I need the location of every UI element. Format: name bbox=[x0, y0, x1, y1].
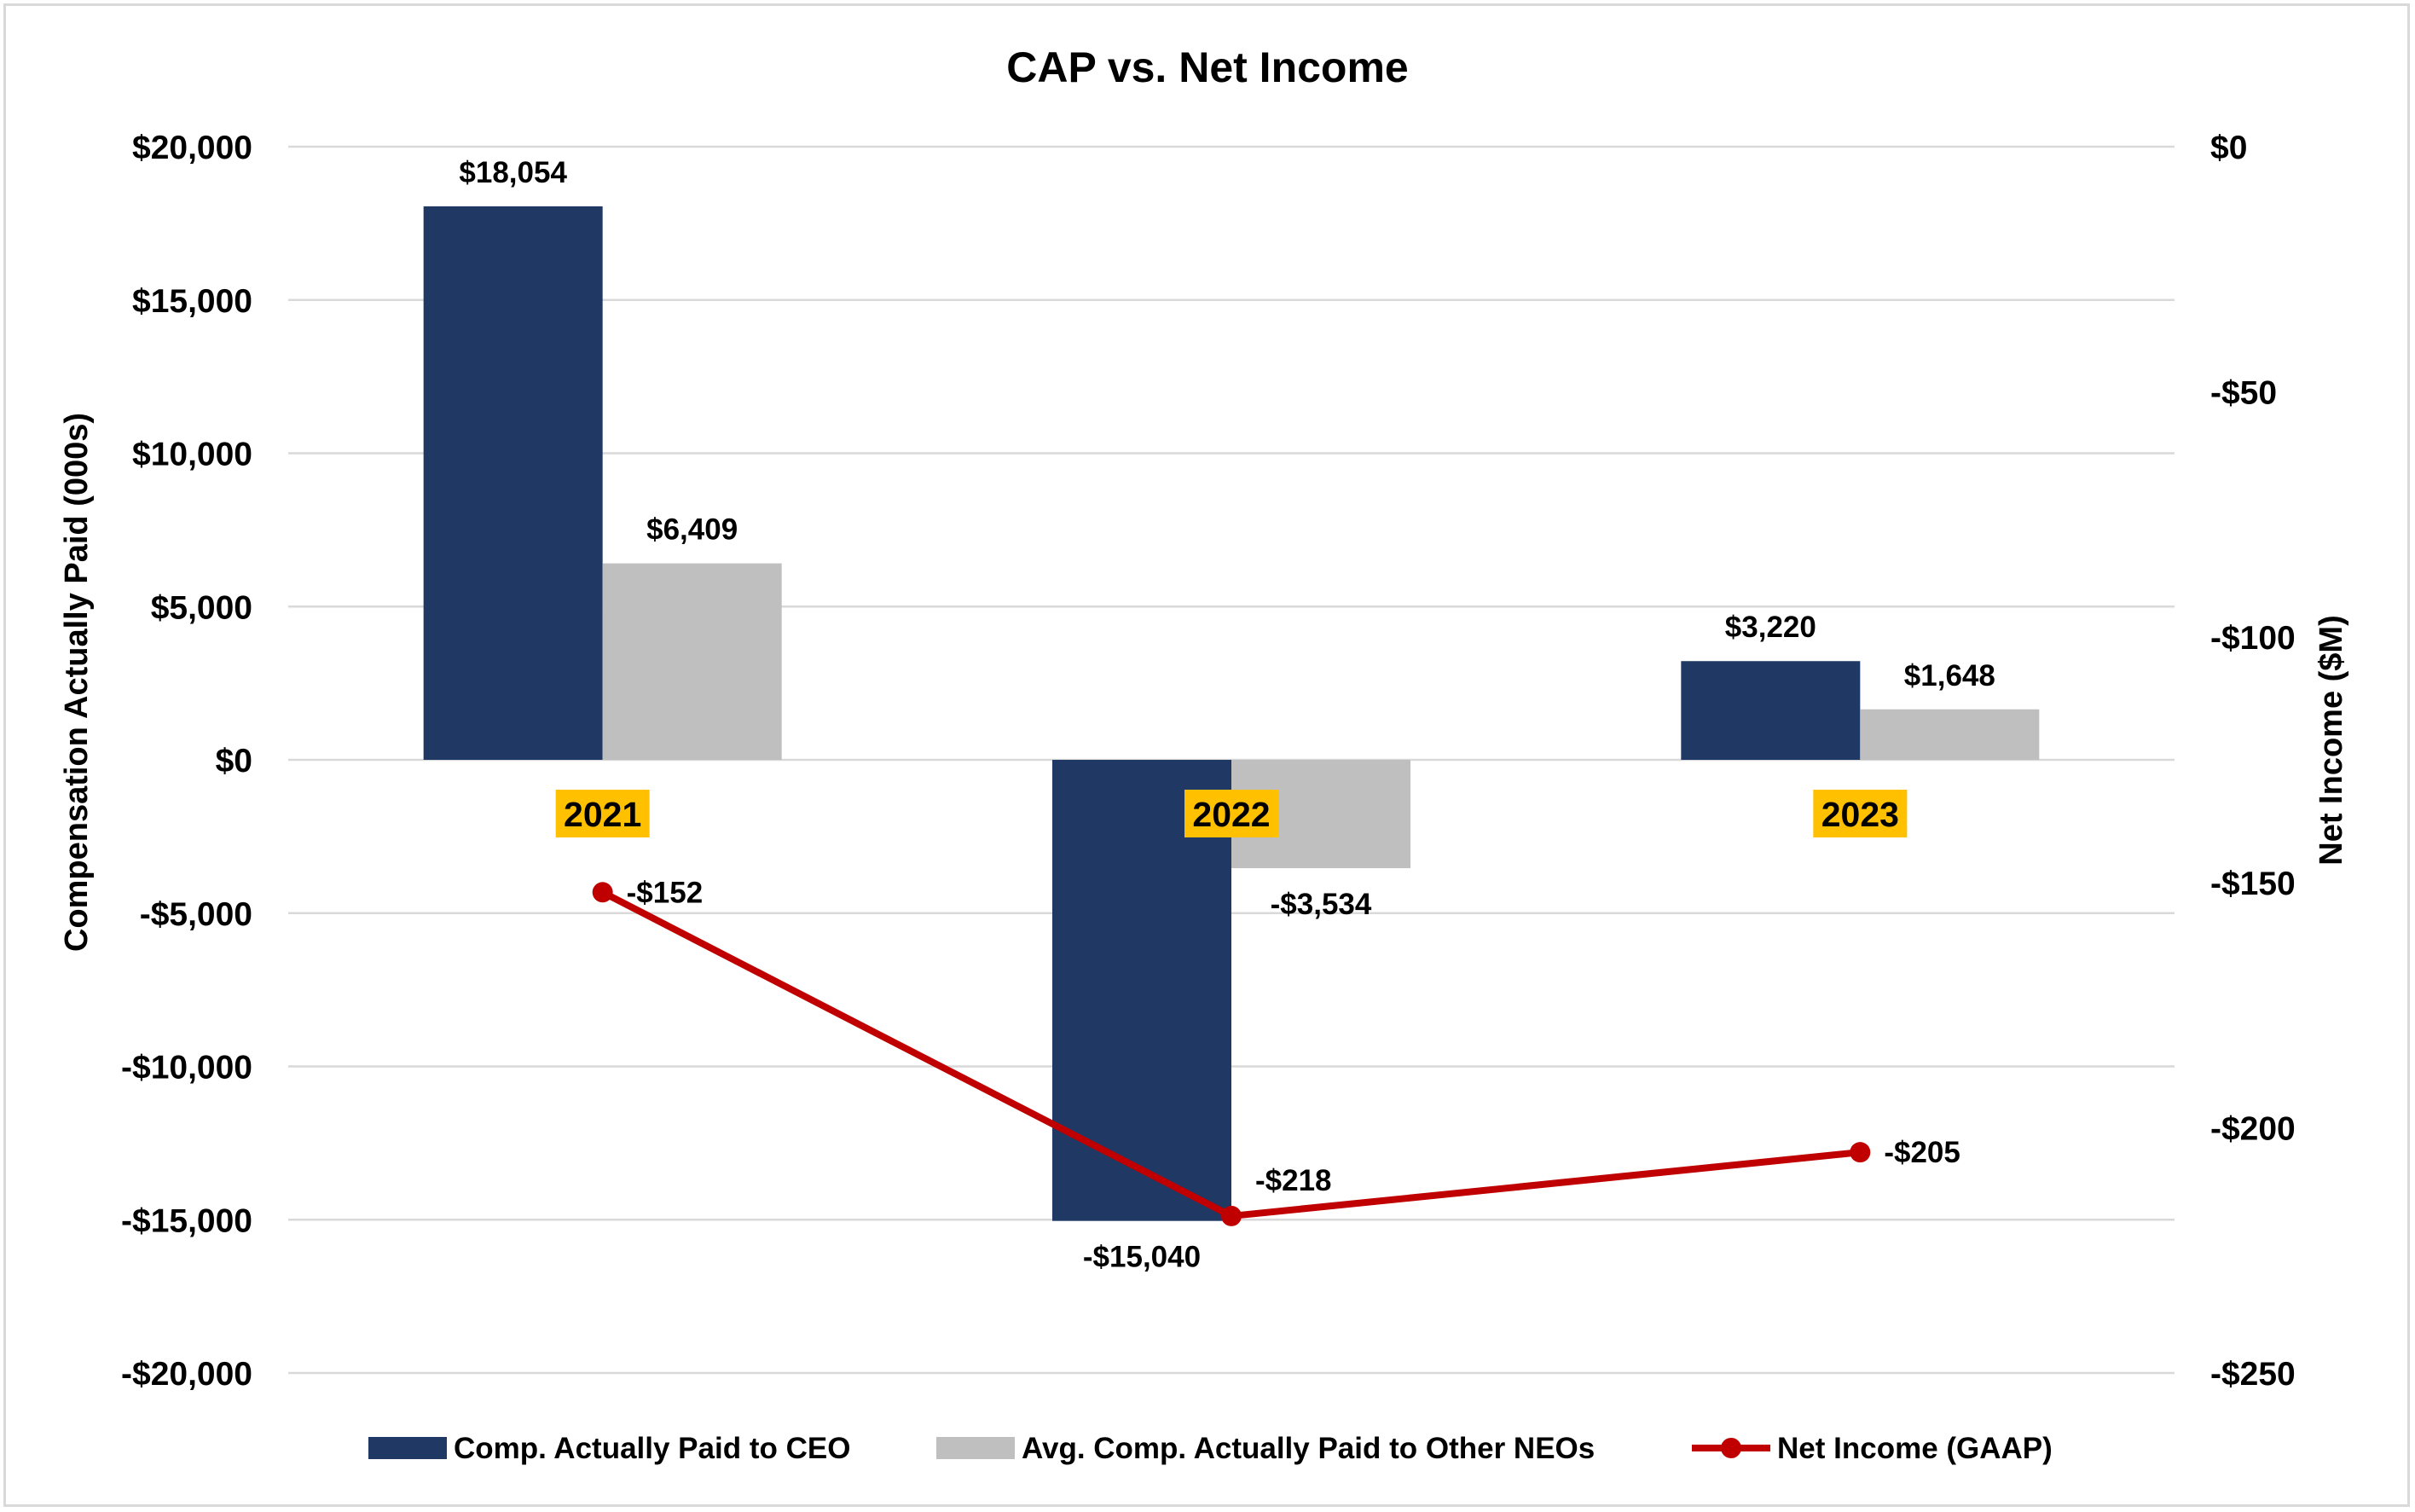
right-tick-label: -$150 bbox=[2210, 866, 2296, 902]
data-label-net-income-2021: -$152 bbox=[627, 876, 704, 909]
data-label-net-income-2023: -$205 bbox=[1884, 1136, 1960, 1169]
category-highlight-2021 bbox=[555, 790, 650, 837]
left-axis-title: Compensation Actually Paid (000s) bbox=[59, 413, 95, 952]
legend-label-2: Net Income (GAAP) bbox=[1777, 1432, 2053, 1465]
left-axis-ticks: $20,000 $15,000 $10,000 $5,000 $0 -$5,000 -$10… bbox=[121, 130, 252, 1393]
legend-swatch-0 bbox=[368, 1437, 447, 1459]
category-label-2022: 2022 bbox=[1192, 795, 1270, 834]
left-tick-label: $0 bbox=[216, 743, 252, 779]
left-tick-label: -$5,000 bbox=[140, 896, 252, 933]
data-label-net-income-2022: -$218 bbox=[1255, 1164, 1332, 1197]
legend-marker bbox=[1721, 1438, 1741, 1458]
right-axis-title: Net Income ($M) bbox=[2314, 615, 2349, 865]
right-tick-label: -$200 bbox=[2210, 1110, 2296, 1147]
left-tick-label: -$20,000 bbox=[121, 1356, 252, 1393]
left-tick-label: -$15,000 bbox=[121, 1202, 252, 1239]
right-axis-ticks: $0 -$50 -$100 -$150 -$200 -$250 bbox=[2210, 130, 2296, 1393]
left-tick-label: $20,000 bbox=[132, 130, 252, 166]
bar-ceo-2021 bbox=[423, 206, 603, 761]
chart-title: CAP vs. Net Income bbox=[1006, 43, 1408, 91]
right-tick-label: -$100 bbox=[2210, 620, 2296, 657]
data-labels: $18,054 -$15,040 $3,220 $6,409 -$3,534 $1,648… bbox=[459, 156, 1995, 1274]
left-tick-label: $10,000 bbox=[132, 437, 252, 473]
left-tick-label: -$10,000 bbox=[121, 1050, 252, 1086]
data-label-ceo-2021: $18,054 bbox=[459, 156, 567, 189]
legend-label-0: Comp. Actually Paid to CEO bbox=[454, 1432, 850, 1465]
category-label-2021: 2021 bbox=[564, 795, 641, 834]
category-label-2023: 2023 bbox=[1821, 795, 1899, 834]
category-highlight-2022 bbox=[1184, 790, 1278, 837]
data-label-neo-2023: $1,648 bbox=[1904, 659, 1995, 692]
net-income-point-2023 bbox=[1850, 1142, 1871, 1163]
data-label-neo-2022: -$3,534 bbox=[1271, 888, 1372, 921]
category-labels: 2021 2022 2023 bbox=[555, 790, 1908, 837]
right-tick-label: -$250 bbox=[2210, 1356, 2296, 1393]
left-tick-label: $5,000 bbox=[151, 589, 252, 626]
right-tick-label: -$50 bbox=[2210, 375, 2277, 412]
legend-label-1: Avg. Comp. Actually Paid to Other NEOs bbox=[1022, 1432, 1595, 1465]
bar-ceo-2023 bbox=[1681, 661, 1861, 760]
category-highlight-2023 bbox=[1813, 790, 1908, 837]
bar-neo-2021 bbox=[602, 563, 782, 760]
data-label-neo-2021: $6,409 bbox=[646, 513, 738, 547]
legend: Comp. Actually Paid to CEO Avg. Comp. Act… bbox=[368, 1432, 2053, 1465]
left-tick-label: $15,000 bbox=[132, 283, 252, 320]
bars bbox=[423, 206, 2040, 1221]
bar-neo-2023 bbox=[1860, 709, 2040, 760]
legend-swatch-1 bbox=[936, 1437, 1015, 1459]
right-tick-label: $0 bbox=[2210, 130, 2247, 166]
net-income-point-2022 bbox=[1221, 1205, 1242, 1226]
data-label-ceo-2023: $3,220 bbox=[1725, 611, 1816, 644]
data-label-ceo-2022: -$15,040 bbox=[1083, 1241, 1201, 1274]
net-income-line bbox=[592, 882, 1871, 1226]
net-income-point-2021 bbox=[592, 882, 613, 903]
